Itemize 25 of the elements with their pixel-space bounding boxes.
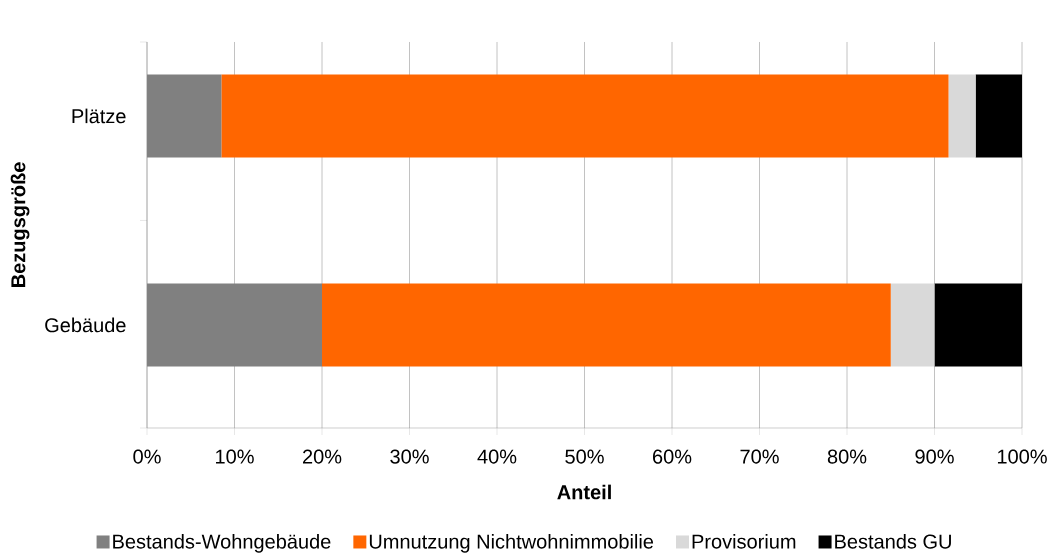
bar <box>948 74 976 158</box>
legend-label: Bestands GU <box>835 533 951 549</box>
bar <box>934 283 1023 367</box>
y-axis-title: Bezugsgröße <box>10 162 30 287</box>
bar <box>322 283 891 367</box>
x-tick-label: 20% <box>302 449 342 464</box>
x-tick-label: 0% <box>133 449 161 464</box>
y-tick-label: Plätze <box>72 108 126 124</box>
x-tick-label: 40% <box>477 449 517 464</box>
legend-label: Provisorium <box>692 533 796 549</box>
bar <box>221 74 949 158</box>
x-tick-label: 70% <box>740 449 779 464</box>
x-tick-label: 10% <box>216 449 254 464</box>
x-tick-label: 50% <box>565 449 604 464</box>
bar <box>975 74 1023 158</box>
x-tick-label: 60% <box>653 449 692 464</box>
x-tick-label: 30% <box>390 449 429 464</box>
x-axis-title: Anteil <box>557 484 611 500</box>
bar <box>890 283 935 367</box>
y-tick-label: Gebäude <box>45 317 126 333</box>
x-tick-label: 100% <box>997 449 1047 464</box>
x-tick-label: 90% <box>915 449 954 464</box>
x-tick-label: 80% <box>827 449 867 464</box>
legend-label: Bestands-Wohngebäude <box>113 533 331 553</box>
legend-label: Umnutzung Nichtwohnimmobilie <box>369 533 654 553</box>
